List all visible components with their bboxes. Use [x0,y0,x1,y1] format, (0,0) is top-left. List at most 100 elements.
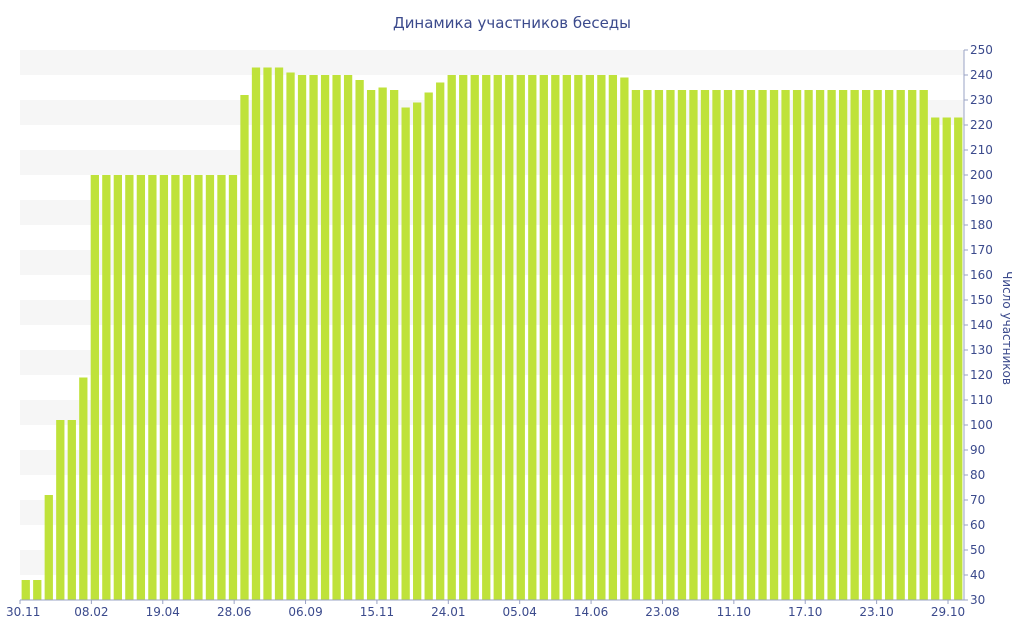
bar[interactable] [447,75,456,600]
bar[interactable] [217,175,226,600]
bar[interactable] [366,90,376,600]
bar[interactable] [723,90,733,600]
y-tick-label: 180 [970,218,993,232]
y-axis-label: Число участников [1000,271,1014,385]
bar[interactable] [792,90,802,600]
bar[interactable] [125,175,134,600]
bar[interactable] [746,90,756,600]
bar[interactable] [320,75,330,600]
bar[interactable] [931,117,940,601]
bar[interactable] [171,175,180,600]
bar[interactable] [620,77,629,601]
bar[interactable] [459,75,468,600]
y-tick-label: 70 [970,493,985,507]
bar[interactable] [908,90,917,600]
bar[interactable] [274,67,284,601]
bar[interactable] [677,90,687,600]
bar[interactable] [735,90,744,600]
bar[interactable] [493,75,502,600]
bar[interactable] [804,90,813,600]
bar[interactable] [33,580,42,600]
bar[interactable] [608,75,618,600]
bar[interactable] [597,75,606,600]
bar[interactable] [919,90,928,600]
bar[interactable] [251,67,261,601]
bar[interactable] [102,175,111,600]
bar[interactable] [942,117,951,601]
bar[interactable] [954,117,963,601]
bar[interactable] [263,67,272,601]
bar[interactable] [896,90,905,600]
y-tick-label: 60 [970,518,985,532]
bar[interactable] [862,90,871,600]
bar[interactable] [182,175,192,600]
bar[interactable] [574,75,583,600]
bar[interactable] [516,75,525,600]
bar[interactable] [309,75,318,600]
bar[interactable] [228,175,238,600]
bar[interactable] [769,90,779,600]
bar[interactable] [562,75,571,600]
bar[interactable] [159,175,169,600]
bar[interactable] [355,80,364,600]
bar[interactable] [585,75,594,600]
bar[interactable] [424,92,433,601]
y-tick-label: 30 [970,593,985,607]
bar[interactable] [148,175,157,600]
bar[interactable] [286,72,295,601]
bar[interactable] [528,75,537,600]
bar[interactable] [551,75,560,600]
bar[interactable] [378,87,387,601]
bar[interactable] [67,420,76,600]
bar[interactable] [413,102,422,601]
x-tick-label: 29.10 [931,605,965,619]
bar[interactable] [689,90,698,600]
bar[interactable] [240,95,249,600]
bar[interactable] [482,75,491,600]
bar[interactable] [194,175,203,600]
bar[interactable] [885,90,894,600]
bar[interactable] [21,580,30,600]
y-tick-label: 150 [970,293,993,307]
bar[interactable] [850,90,859,600]
bar[interactable] [343,75,353,600]
bar[interactable] [90,175,99,600]
bar[interactable] [643,90,652,600]
x-tick-label: 14.06 [574,605,608,619]
bar[interactable] [470,75,479,600]
bar[interactable] [79,377,88,601]
bar[interactable] [712,90,721,600]
bar[interactable] [781,90,790,600]
y-tick-label: 200 [970,168,993,182]
bar[interactable] [815,90,825,600]
bar[interactable] [666,90,675,600]
bar[interactable] [505,75,514,600]
x-tick-label: 23.08 [645,605,679,619]
bar[interactable] [297,75,307,600]
y-tick-label: 210 [970,143,993,157]
bar[interactable] [401,107,410,601]
bar[interactable] [436,82,445,601]
bar[interactable] [136,175,146,600]
y-tick-label: 120 [970,368,993,382]
bar[interactable] [539,75,548,600]
bar[interactable] [631,90,641,600]
y-tick-label: 110 [970,393,993,407]
bar[interactable] [827,90,836,600]
bar[interactable] [873,90,882,600]
bar[interactable] [838,90,848,600]
bar[interactable] [390,90,399,600]
bar[interactable] [56,420,65,600]
bar[interactable] [113,175,122,600]
y-tick-label: 230 [970,93,993,107]
bar[interactable] [332,75,341,600]
bar[interactable] [700,90,710,600]
bar[interactable] [44,495,53,600]
bar[interactable] [758,90,767,600]
bar[interactable] [205,175,215,600]
bar[interactable] [654,90,664,600]
y-tick-label: 50 [970,543,985,557]
y-tick-label: 130 [970,343,993,357]
